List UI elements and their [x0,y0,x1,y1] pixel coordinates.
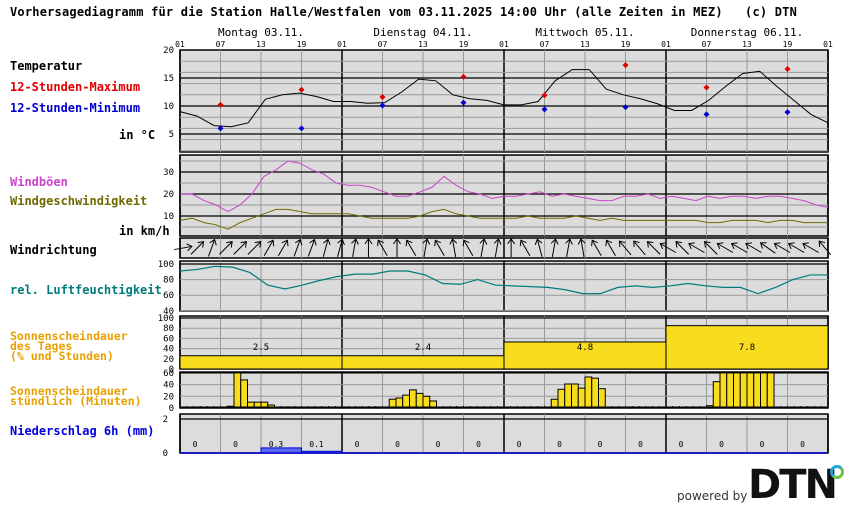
wind-unit-label: in km/h [119,224,170,238]
svg-text:19: 19 [297,40,307,49]
svg-text:2.5: 2.5 [253,343,269,353]
svg-text:07: 07 [378,40,388,49]
legend-sun-hourly-2: stündlich (Minuten) [10,394,142,408]
svg-text:0: 0 [679,440,684,449]
svg-text:Mittwoch 05.11.: Mittwoch 05.11. [535,26,634,39]
svg-text:13: 13 [742,40,752,49]
svg-text:Montag 03.11.: Montag 03.11. [218,26,304,39]
legend-max12: 12-Stunden-Maximum [10,80,141,94]
dtn-logo-ring-icon [830,465,844,479]
svg-text:60: 60 [163,334,174,344]
svg-text:2: 2 [163,415,168,425]
svg-text:0: 0 [233,440,238,449]
svg-text:80: 80 [163,276,174,286]
legend-temperature: Temperatur [10,59,83,73]
legend-gusts: Windböen [10,175,68,189]
powered-by-label: powered by [677,489,748,503]
legend-sun-hourly-1: Sonnenscheindauer [10,384,128,398]
svg-text:60: 60 [163,291,174,301]
svg-text:40: 40 [163,307,174,317]
svg-text:13: 13 [256,40,266,49]
svg-text:80: 80 [163,324,174,334]
svg-text:0: 0 [395,440,400,449]
svg-text:13: 13 [580,40,590,49]
svg-text:19: 19 [783,40,793,49]
svg-text:100: 100 [158,314,174,324]
svg-text:0: 0 [557,440,562,449]
legend-sun-daily-1: Sonnenscheindauer [10,329,128,343]
svg-text:0.3: 0.3 [269,440,284,449]
legend-sun-daily-2: des Tages [10,339,73,353]
svg-text:15: 15 [163,74,174,84]
svg-text:4.8: 4.8 [577,343,593,353]
svg-text:40: 40 [163,345,174,355]
temp-unit-label: in °C [119,128,156,142]
svg-text:20: 20 [163,46,174,56]
legend-precip: Niederschlag 6h (mm) [10,424,155,438]
svg-text:0.1: 0.1 [309,440,324,449]
svg-text:10: 10 [163,102,174,112]
forecast-chart: Montag 03.11. Dienstag 04.11. Mittwoch 05.… [158,26,833,459]
legend-wind-speed: Windgeschwindigkeit [10,194,148,208]
svg-text:01: 01 [499,40,509,49]
svg-text:01: 01 [823,40,833,49]
svg-text:40: 40 [163,381,174,391]
svg-text:0: 0 [193,440,198,449]
svg-text:0: 0 [598,440,603,449]
legend-min12: 12-Stunden-Minimum [10,101,141,115]
svg-text:07: 07 [216,40,226,49]
svg-text:20: 20 [163,190,174,200]
legend-humidity: rel. Luftfeuchtigkeit [10,283,162,297]
svg-text:30: 30 [163,168,174,178]
svg-text:0: 0 [355,440,360,449]
svg-text:01: 01 [175,40,185,49]
svg-text:0: 0 [517,440,522,449]
svg-text:0: 0 [169,365,174,375]
legend-sun-daily-3: (% und Stunden) [10,349,114,363]
svg-text:Donnerstag 06.11.: Donnerstag 06.11. [691,26,804,39]
svg-text:0: 0 [476,440,481,449]
svg-text:10: 10 [163,212,174,222]
svg-text:0: 0 [436,440,441,449]
svg-text:19: 19 [621,40,631,49]
svg-text:Dienstag 04.11.: Dienstag 04.11. [373,26,472,39]
svg-text:07: 07 [540,40,550,49]
svg-text:0: 0 [800,440,805,449]
svg-text:2.4: 2.4 [415,343,431,353]
svg-text:0: 0 [163,449,168,459]
svg-text:07: 07 [702,40,712,49]
svg-text:100: 100 [158,260,174,270]
svg-text:0: 0 [760,440,765,449]
svg-text:19: 19 [459,40,469,49]
svg-text:01: 01 [661,40,671,49]
svg-text:7.8: 7.8 [739,343,755,353]
svg-text:0: 0 [719,440,724,449]
svg-text:60: 60 [163,369,174,379]
svg-text:0: 0 [638,440,643,449]
svg-text:13: 13 [418,40,428,49]
svg-text:0: 0 [169,404,174,414]
chart-title: Vorhersagediagramm für die Station Halle… [10,5,798,19]
svg-text:20: 20 [163,392,174,402]
svg-text:01: 01 [337,40,347,49]
legend-wind-direction: Windrichtung [10,243,97,257]
dtn-logo: DTN [748,462,838,508]
svg-text:20: 20 [163,355,174,365]
svg-text:5: 5 [169,130,174,140]
